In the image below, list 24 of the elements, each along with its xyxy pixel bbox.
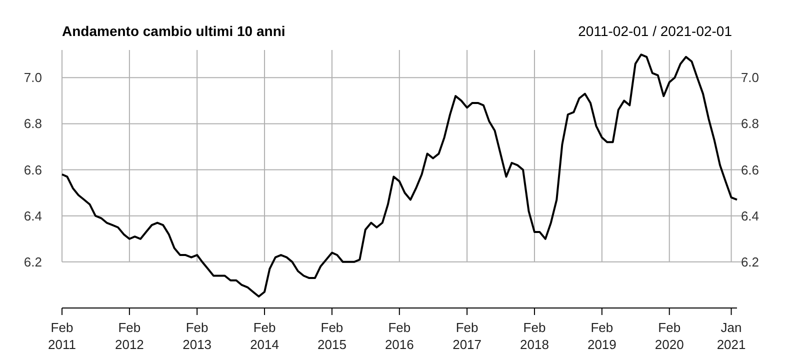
x-tick-label: Feb 2018 (520, 320, 549, 352)
y2-tick-label: 6.4 (740, 208, 760, 224)
y-tick-label: 7.0 (24, 70, 42, 86)
line-series (61, 54, 738, 298)
x-tick-label: Feb 2016 (384, 320, 414, 352)
y2-tick-label: 6.8 (740, 116, 760, 132)
x-tick-label: Feb 2019 (587, 320, 616, 352)
x-tick-label: Feb 2013 (182, 320, 212, 352)
x-tick-label: Feb 2012 (114, 320, 144, 352)
x-tick-label: Feb 2011 (48, 320, 76, 352)
chart-subtitle: 2011-02-01 / 2021-02-01 (578, 23, 732, 39)
y-tick-label: 6.4 (24, 208, 42, 224)
y-tick-label: 6.6 (24, 162, 42, 178)
x-tick-label: Feb 2014 (250, 320, 279, 352)
chart-title: Andamento cambio ultimi 10 anni (62, 23, 286, 39)
y2-tick-label: 6.2 (740, 254, 760, 270)
y-tick-label: 6.2 (24, 254, 42, 270)
x-tick-label: Feb 2015 (318, 320, 346, 352)
y-tick-label: 6.8 (24, 116, 42, 132)
x-tick-label: Jan 2021 (716, 320, 746, 352)
y2-tick-label: 7.0 (740, 70, 760, 86)
x-tick-label: Feb 2020 (654, 320, 684, 352)
x-tick-label: Feb 2017 (452, 320, 482, 352)
y2-tick-label: 6.6 (740, 162, 760, 178)
